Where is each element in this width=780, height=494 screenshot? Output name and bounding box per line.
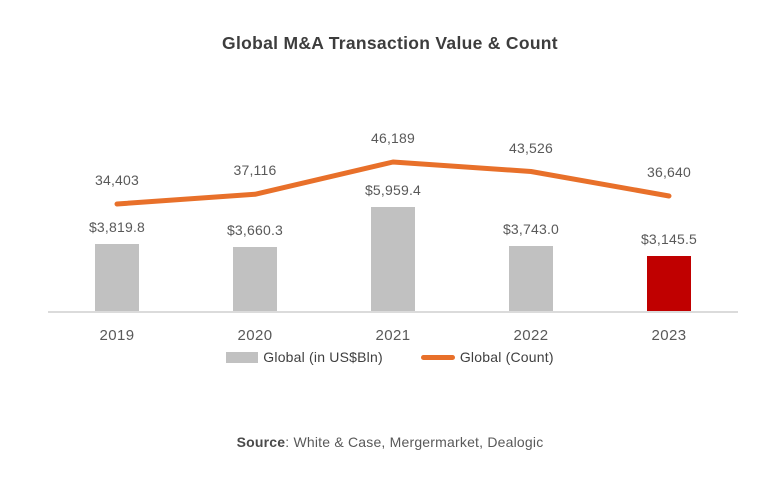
- bar-data-label: $3,743.0: [502, 220, 560, 237]
- bar-2021: [371, 207, 415, 311]
- source-note: Source: White & Case, Mergermarket, Deal…: [0, 434, 780, 450]
- x-axis-label-2023: 2023: [651, 327, 687, 344]
- legend-bar-swatch-icon: [226, 351, 259, 363]
- x-axis-label-2021: 2021: [375, 327, 411, 344]
- chart-column-2023: 36,640 $3,145.5 2023: [600, 100, 738, 344]
- legend-item-count: Global (Count): [420, 349, 554, 365]
- legend-line-swatch-icon: [420, 354, 455, 360]
- count-data-label: 37,116: [233, 162, 277, 179]
- x-axis-label-2022: 2022: [513, 327, 549, 344]
- chart-title: Global M&A Transaction Value & Count: [222, 33, 558, 53]
- count-line-series: [114, 159, 672, 207]
- bar-data-label: $3,145.5: [640, 231, 698, 248]
- legend-item-value: Global (in US$Bln): [226, 349, 383, 365]
- source-label: Source: [236, 434, 286, 450]
- count-data-label: 36,640: [646, 164, 692, 180]
- legend-label-count: Global (Count): [459, 349, 554, 365]
- bar-data-label: $3,660.3: [226, 222, 284, 239]
- chart-column-2020: 37,116 $3,660.3 2020: [186, 100, 324, 344]
- count-line-layer: [114, 159, 672, 207]
- chart-column-2019: 34,403 $3,819.8 2019: [48, 100, 186, 344]
- bar-2022: [509, 245, 553, 311]
- count-data-label: 46,189: [370, 130, 416, 146]
- bar-data-label: $3,819.8: [88, 219, 146, 236]
- x-axis-label-2019: 2019: [99, 327, 135, 344]
- chart-column-2022: 43,526 $3,743.0 2022: [462, 100, 600, 345]
- source-text: : White & Case, Mergermarket, Dealogic: [285, 434, 544, 450]
- count-data-label: 34,403: [94, 172, 140, 188]
- bar-data-label: $5,959.4: [364, 182, 422, 198]
- legend: Global (in US$Bln) Global (Count): [0, 346, 780, 368]
- legend-label-value: Global (in US$Bln): [263, 349, 383, 365]
- bar-2023-highlight: [647, 256, 691, 311]
- x-axis-label-2020: 2020: [237, 327, 273, 344]
- plot-area: 34,403 $3,819.8 2019 37,116 $3,660.3 202…: [48, 100, 738, 345]
- chart-column-2021: 46,189 $5,959.4 2021: [324, 100, 462, 344]
- bar-2019: [95, 244, 139, 311]
- bar-2020: [233, 247, 277, 311]
- count-data-label: 43,526: [508, 139, 554, 156]
